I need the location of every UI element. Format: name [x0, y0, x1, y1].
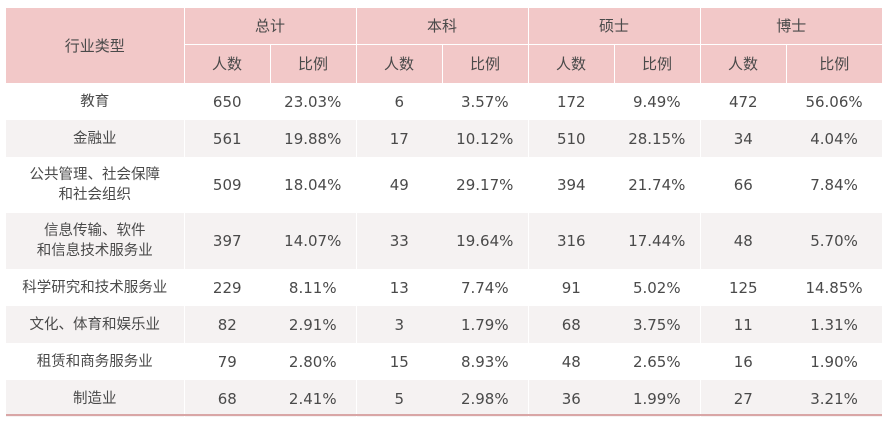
cell-industry: 教育	[6, 83, 184, 120]
cell-industry: 制造业	[6, 380, 184, 417]
cell-total-ratio: 2.80%	[270, 343, 357, 380]
table-row: 制造业 68 2.41% 5 2.98% 36 1.99% 27 3.21%	[6, 380, 883, 417]
cell-master-ratio: 17.44%	[614, 213, 701, 269]
cell-bachelor-count: 13	[355, 269, 443, 306]
header-sub-ratio: 比例	[269, 44, 357, 83]
header-group-master: 硕士	[527, 8, 701, 45]
cell-doctor-ratio: 7.84%	[786, 157, 883, 213]
header-sub-count: 人数	[355, 44, 443, 83]
cell-industry: 文化、体育和娱乐业	[6, 306, 184, 343]
cell-bachelor-count: 33	[355, 213, 443, 269]
cell-doctor-count: 16	[699, 343, 787, 380]
cell-industry: 科学研究和技术服务业	[6, 269, 184, 306]
cell-doctor-ratio: 1.90%	[786, 343, 883, 380]
table-row: 信息传输、软件 和信息技术服务业 397 14.07% 33 19.64% 316…	[6, 213, 883, 269]
cell-doctor-ratio: 1.31%	[786, 306, 883, 343]
cell-bachelor-count: 5	[355, 380, 443, 417]
cell-master-count: 91	[527, 269, 615, 306]
cell-master-count: 68	[527, 306, 615, 343]
cell-master-count: 48	[527, 343, 615, 380]
cell-total-ratio: 23.03%	[270, 83, 357, 120]
cell-industry: 租赁和商务服务业	[6, 343, 184, 380]
cell-total-count: 650	[183, 83, 270, 120]
cell-bachelor-count: 17	[355, 120, 443, 157]
cell-doctor-count: 27	[699, 380, 787, 417]
header-group-bachelor: 本科	[355, 8, 529, 45]
cell-bachelor-ratio: 19.64%	[442, 213, 529, 269]
cell-doctor-ratio: 3.21%	[786, 380, 883, 417]
table-bottom-rule	[6, 414, 882, 416]
cell-doctor-ratio: 14.85%	[786, 269, 883, 306]
cell-bachelor-ratio: 1.79%	[442, 306, 529, 343]
cell-bachelor-count: 15	[355, 343, 443, 380]
cell-master-ratio: 9.49%	[614, 83, 701, 120]
cell-total-count: 561	[183, 120, 270, 157]
cell-total-ratio: 2.41%	[270, 380, 357, 417]
table-body: 教育 650 23.03% 6 3.57% 172 9.49% 472 56.0…	[6, 83, 883, 417]
cell-bachelor-count: 49	[355, 157, 443, 213]
cell-bachelor-count: 6	[355, 83, 443, 120]
table-row: 金融业 561 19.88% 17 10.12% 510 28.15% 34 4…	[6, 120, 883, 157]
cell-total-ratio: 14.07%	[270, 213, 357, 269]
header-sub-count: 人数	[699, 44, 787, 83]
cell-bachelor-ratio: 10.12%	[442, 120, 529, 157]
cell-total-ratio: 18.04%	[270, 157, 357, 213]
employment-industry-table: 行业类型 总计 本科 硕士 博士 人数 比例 人数 比例 人数 比例 人数 比例…	[6, 8, 883, 417]
cell-doctor-count: 34	[699, 120, 787, 157]
cell-doctor-count: 472	[699, 83, 787, 120]
cell-master-ratio: 3.75%	[614, 306, 701, 343]
cell-master-ratio: 28.15%	[614, 120, 701, 157]
cell-master-ratio: 2.65%	[614, 343, 701, 380]
header-sub-count: 人数	[527, 44, 615, 83]
cell-doctor-count: 48	[699, 213, 787, 269]
employment-table-container: 行业类型 总计 本科 硕士 博士 人数 比例 人数 比例 人数 比例 人数 比例…	[6, 8, 883, 417]
cell-doctor-ratio: 5.70%	[786, 213, 883, 269]
header-sub-ratio: 比例	[441, 44, 529, 83]
cell-master-ratio: 5.02%	[614, 269, 701, 306]
header-group-total: 总计	[183, 8, 357, 45]
cell-total-count: 397	[183, 213, 270, 269]
cell-bachelor-count: 3	[355, 306, 443, 343]
cell-industry: 公共管理、社会保障 和社会组织	[6, 157, 184, 213]
header-industry: 行业类型	[6, 8, 184, 83]
cell-total-count: 82	[183, 306, 270, 343]
cell-bachelor-ratio: 7.74%	[442, 269, 529, 306]
cell-total-count: 79	[183, 343, 270, 380]
cell-master-count: 36	[527, 380, 615, 417]
cell-doctor-ratio: 56.06%	[786, 83, 883, 120]
table-row: 租赁和商务服务业 79 2.80% 15 8.93% 48 2.65% 16 1…	[6, 343, 883, 380]
cell-doctor-count: 11	[699, 306, 787, 343]
table-row: 公共管理、社会保障 和社会组织 509 18.04% 49 29.17% 394 …	[6, 157, 883, 213]
table-header: 行业类型 总计 本科 硕士 博士 人数 比例 人数 比例 人数 比例 人数 比例	[6, 8, 883, 83]
header-group-doctor: 博士	[699, 8, 883, 45]
cell-master-count: 172	[527, 83, 615, 120]
header-sub-count: 人数	[183, 44, 270, 83]
table-row: 科学研究和技术服务业 229 8.11% 13 7.74% 91 5.02% 1…	[6, 269, 883, 306]
cell-bachelor-ratio: 3.57%	[442, 83, 529, 120]
cell-total-count: 229	[183, 269, 270, 306]
cell-doctor-ratio: 4.04%	[786, 120, 883, 157]
cell-master-ratio: 21.74%	[614, 157, 701, 213]
cell-master-count: 316	[527, 213, 615, 269]
cell-master-count: 510	[527, 120, 615, 157]
cell-industry: 金融业	[6, 120, 184, 157]
cell-master-count: 394	[527, 157, 615, 213]
header-sub-ratio: 比例	[613, 44, 701, 83]
cell-master-ratio: 1.99%	[614, 380, 701, 417]
table-row: 文化、体育和娱乐业 82 2.91% 3 1.79% 68 3.75% 11 1…	[6, 306, 883, 343]
table-row: 教育 650 23.03% 6 3.57% 172 9.49% 472 56.0…	[6, 83, 883, 120]
cell-total-ratio: 2.91%	[270, 306, 357, 343]
cell-total-ratio: 8.11%	[270, 269, 357, 306]
cell-bachelor-ratio: 29.17%	[442, 157, 529, 213]
cell-bachelor-ratio: 2.98%	[442, 380, 529, 417]
cell-bachelor-ratio: 8.93%	[442, 343, 529, 380]
cell-total-count: 68	[183, 380, 270, 417]
cell-total-count: 509	[183, 157, 270, 213]
cell-doctor-count: 125	[699, 269, 787, 306]
cell-total-ratio: 19.88%	[270, 120, 357, 157]
header-sub-ratio: 比例	[785, 44, 883, 83]
cell-industry: 信息传输、软件 和信息技术服务业	[6, 213, 184, 269]
cell-doctor-count: 66	[699, 157, 787, 213]
